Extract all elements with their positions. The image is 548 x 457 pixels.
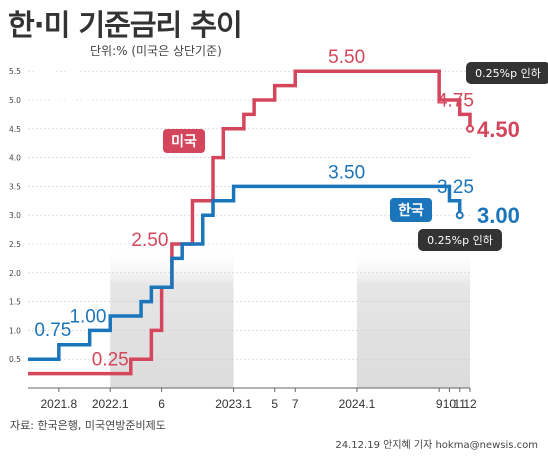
x-tick-label: 6: [158, 397, 165, 411]
byline: 24.12.19 안지혜 기자 hokma@newsis.com: [335, 440, 538, 451]
callout-1: 0.25%p 인하: [418, 229, 502, 251]
y-tick-label: 1.0: [9, 326, 21, 335]
value-label: 0.25: [92, 350, 129, 371]
shaded-range-1: [356, 250, 470, 388]
value-label: 4.75: [437, 90, 474, 111]
value-label: 4.50: [477, 117, 520, 142]
x-tick-label: 2021.8: [40, 397, 77, 411]
series-tag-label: 미국: [171, 134, 197, 150]
series-line-0: [28, 69, 472, 376]
x-tick-label: 9: [436, 397, 443, 411]
y-tick-label: 3.0: [9, 211, 21, 220]
series-tag-0: 미국: [163, 129, 205, 153]
value-label: 5.50: [328, 47, 365, 68]
series-line-1: [28, 184, 462, 361]
y-tick-label: 2.5: [9, 240, 21, 249]
y-tick-label: 1.5: [9, 298, 21, 307]
y-tick-label: 2.0: [9, 269, 21, 278]
percent-icon: %: [29, 56, 93, 129]
x-tick-label: 12: [463, 397, 477, 411]
x-tick-label: 2024.1: [339, 397, 376, 411]
y-tick-label: 5.5: [9, 67, 21, 76]
value-label: 3.50: [328, 162, 365, 183]
value-label: 0.75: [34, 320, 71, 341]
y-tick-label: 0.5: [9, 355, 21, 364]
unit-subtitle: 단위:% (미국은 상단기준): [90, 44, 222, 58]
x-tick-label: 2022.1: [92, 397, 129, 411]
x-tick-label: 7: [292, 397, 299, 411]
series-tag-bg: [390, 198, 432, 222]
x-tick-label: 10: [443, 397, 457, 411]
series-end-marker: [455, 211, 464, 220]
series-tag-1: 한국: [390, 198, 432, 222]
x-tick-label: 11: [453, 397, 466, 411]
callout-bg: [418, 229, 502, 251]
series-end-marker: [466, 124, 474, 133]
value-label: 3.25: [437, 177, 474, 198]
value-label: 3.00: [477, 203, 520, 228]
callout-label: 0.25%p 인하: [475, 66, 541, 80]
y-tick-label: 4.0: [9, 154, 21, 163]
source-note: 자료: 한국은행, 미국연방준비제도: [10, 419, 166, 432]
callout-bg: [466, 62, 548, 84]
callout-label: 0.25%p 인하: [427, 233, 493, 247]
y-tick-label: 5.0: [9, 96, 21, 105]
value-label: 1.00: [69, 306, 106, 327]
x-tick-label: 2023.1: [215, 397, 252, 411]
y-tick-label: 4.5: [9, 125, 21, 134]
callout-0: 0.25%p 인하: [466, 62, 548, 84]
x-tick-label: 5: [271, 397, 278, 411]
value-label: 2.50: [131, 230, 168, 251]
page-title: 한·미 기준금리 추이: [8, 8, 243, 42]
series-tag-label: 한국: [398, 203, 424, 219]
y-tick-label: 3.5: [9, 182, 21, 191]
series-tag-bg: [163, 129, 205, 153]
